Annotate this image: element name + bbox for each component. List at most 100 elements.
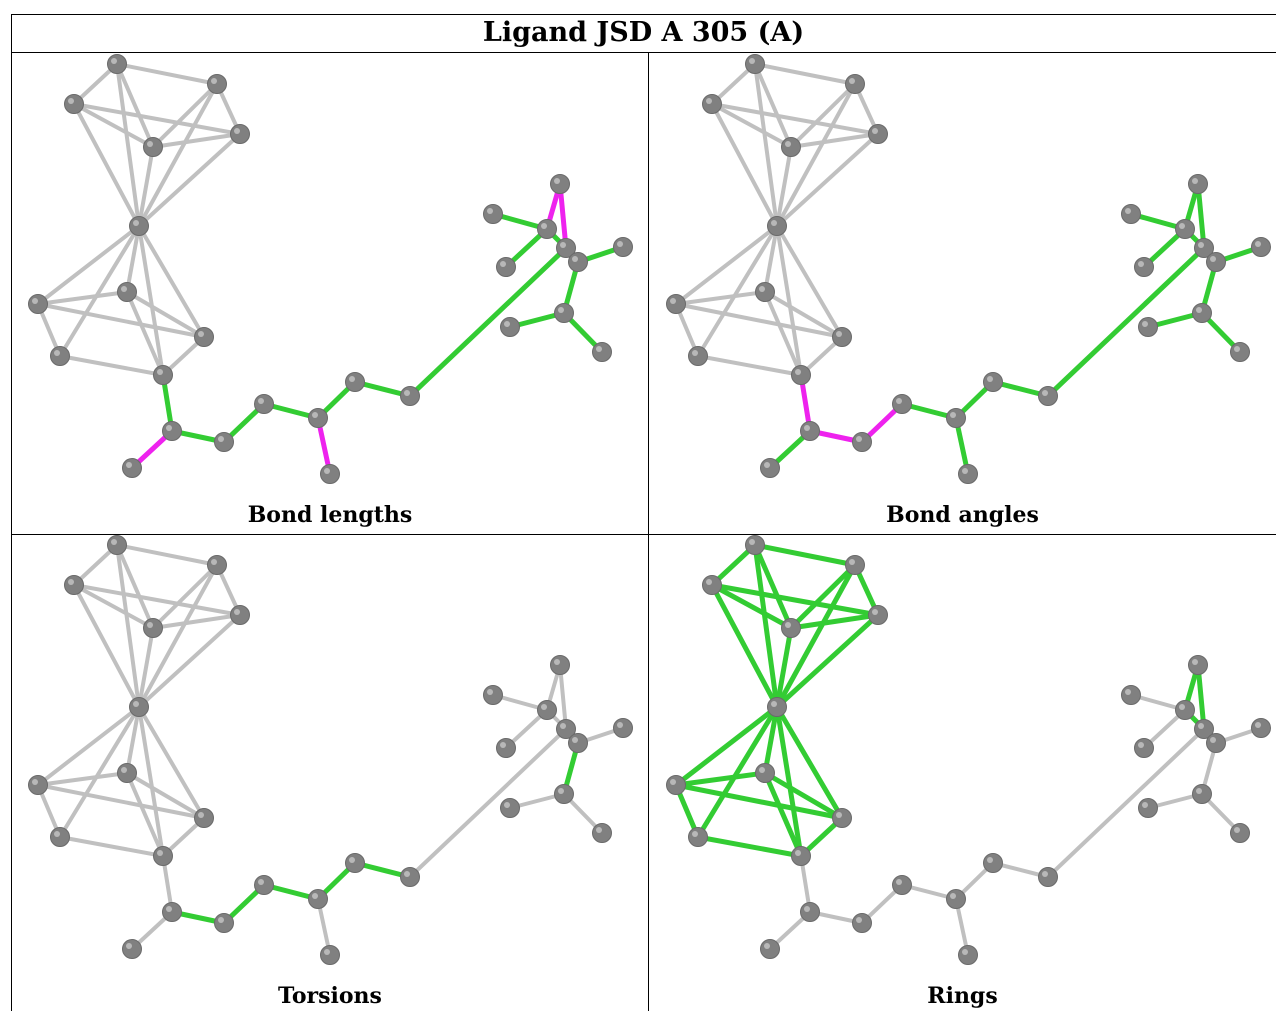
- atom: [122, 939, 142, 959]
- molecule-torsions: [28, 535, 633, 965]
- bond: [762, 704, 780, 776]
- atom-highlight: [1042, 390, 1048, 396]
- bond: [775, 145, 793, 228]
- atom: [345, 853, 365, 873]
- bond: [115, 543, 155, 630]
- atom: [1121, 204, 1141, 224]
- atom-highlight: [856, 917, 862, 923]
- atom-highlight: [133, 701, 139, 707]
- panel-bond-lengths: Bond lengths: [12, 54, 648, 534]
- atom: [1188, 174, 1208, 194]
- bond: [762, 770, 845, 821]
- atom-highlight: [1234, 827, 1240, 833]
- atom-highlight: [558, 788, 564, 794]
- atom: [320, 464, 340, 484]
- bond: [1195, 181, 1207, 251]
- atom-highlight: [617, 241, 623, 247]
- atom: [745, 54, 765, 74]
- atom: [345, 372, 365, 392]
- atom: [983, 372, 1003, 392]
- bond: [137, 82, 219, 228]
- atom-highlight: [312, 412, 318, 418]
- atom: [1138, 317, 1158, 337]
- atom: [64, 575, 84, 595]
- atom-highlight: [166, 906, 172, 912]
- bond: [789, 82, 857, 149]
- atom-highlight: [558, 307, 564, 313]
- atom: [613, 237, 633, 257]
- atom-highlight: [896, 879, 902, 885]
- atom-highlight: [1210, 737, 1216, 743]
- atom: [702, 94, 722, 114]
- atom: [483, 685, 503, 705]
- atom: [958, 945, 978, 965]
- atom: [892, 875, 912, 895]
- atom: [613, 718, 633, 738]
- atom: [162, 421, 182, 441]
- bond: [752, 542, 794, 631]
- bond: [58, 354, 165, 377]
- atom: [767, 216, 787, 236]
- atom-highlight: [133, 220, 139, 226]
- atom: [568, 252, 588, 272]
- atom: [702, 575, 722, 595]
- atom: [745, 535, 765, 555]
- bond: [752, 542, 780, 710]
- atom: [1251, 718, 1271, 738]
- atom-highlight: [759, 767, 765, 773]
- atom-highlight: [126, 462, 132, 468]
- atom: [107, 535, 127, 555]
- page-title: Ligand JSD A 305 (A): [482, 17, 805, 48]
- bond: [762, 770, 804, 859]
- atom-highlight: [157, 369, 163, 375]
- bond: [775, 82, 857, 228]
- bond: [151, 613, 242, 630]
- atom-highlight: [1210, 256, 1216, 262]
- bond: [752, 542, 858, 568]
- atom-highlight: [198, 812, 204, 818]
- atom-highlight: [68, 579, 74, 585]
- atom: [1251, 237, 1271, 257]
- atom: [592, 342, 612, 362]
- atom-highlight: [54, 350, 60, 356]
- bond: [72, 102, 242, 136]
- bond: [673, 782, 845, 821]
- bond: [151, 132, 242, 149]
- bond: [137, 145, 155, 228]
- atom: [1038, 386, 1058, 406]
- bond: [115, 543, 219, 567]
- atom-highlight: [349, 376, 355, 382]
- atom: [496, 257, 516, 277]
- atom-highlight: [349, 857, 355, 863]
- atom-highlight: [1198, 723, 1204, 729]
- atom-highlight: [111, 58, 117, 64]
- atom: [537, 219, 557, 239]
- title-row: Ligand JSD A 305 (A): [11, 14, 1276, 53]
- row-divider: [11, 534, 1276, 535]
- atom-highlight: [324, 468, 330, 474]
- atom: [496, 738, 516, 758]
- atom-highlight: [1192, 659, 1198, 665]
- atom-highlight: [764, 462, 770, 468]
- atom: [194, 808, 214, 828]
- atom: [28, 294, 48, 314]
- atom: [1188, 655, 1208, 675]
- atom: [1138, 798, 1158, 818]
- atom-highlight: [596, 827, 602, 833]
- bond: [36, 302, 206, 339]
- atom: [207, 74, 227, 94]
- atom-highlight: [147, 141, 153, 147]
- bond: [151, 563, 219, 630]
- bond: [137, 613, 242, 709]
- atom-highlight: [258, 398, 264, 404]
- atom-highlight: [1142, 321, 1148, 327]
- bond: [407, 245, 569, 399]
- atom: [852, 432, 872, 452]
- atom-highlight: [1192, 178, 1198, 184]
- atom: [760, 458, 780, 478]
- atom: [153, 365, 173, 385]
- atom: [308, 889, 328, 909]
- atom: [868, 605, 888, 625]
- bond: [72, 583, 242, 617]
- atom-highlight: [1234, 346, 1240, 352]
